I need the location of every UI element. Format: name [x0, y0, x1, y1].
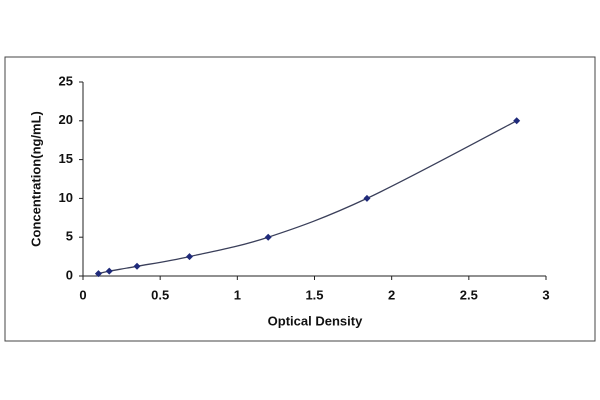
x-tick-label: 1.5 — [305, 287, 323, 302]
y-tick-label: 15 — [59, 151, 73, 166]
point — [133, 262, 141, 270]
y-tick-label: 5 — [66, 229, 73, 244]
y-tick-label: 25 — [59, 73, 73, 88]
x-tick-label: 0 — [79, 287, 86, 302]
point — [105, 267, 113, 275]
y-axis-label: Concentration(ng/mL) — [28, 111, 43, 247]
y-tick-label: 0 — [66, 267, 73, 282]
x-tick-label: 2.5 — [460, 287, 478, 302]
x-axis-label: Optical Density — [268, 313, 363, 328]
x-tick-label: 0.5 — [151, 287, 169, 302]
point — [513, 117, 521, 125]
y-tick-label: 20 — [59, 112, 73, 127]
point — [185, 253, 193, 261]
point — [363, 194, 371, 202]
x-tick-label: 3 — [542, 287, 549, 302]
point — [94, 270, 102, 278]
point — [264, 233, 272, 241]
x-tick-label: 1 — [234, 287, 241, 302]
y-tick-label: 10 — [59, 190, 73, 205]
chart-frame — [4, 56, 596, 342]
x-tick-label: 2 — [388, 287, 395, 302]
